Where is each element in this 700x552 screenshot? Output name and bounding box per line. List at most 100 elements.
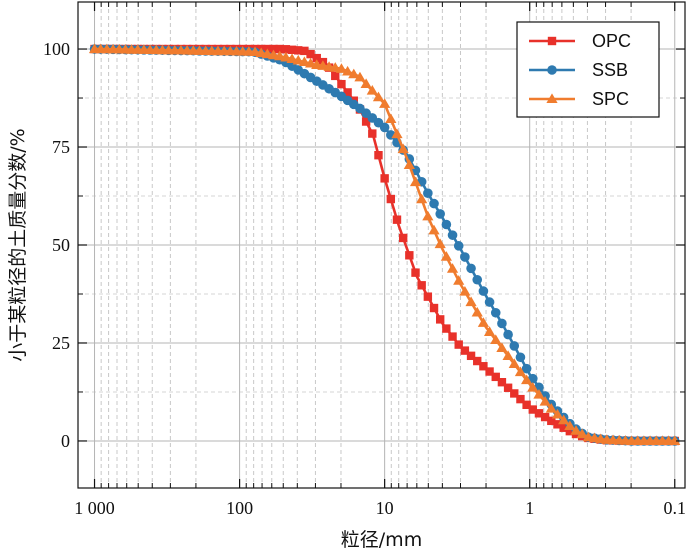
data-point xyxy=(490,334,502,344)
data-point xyxy=(448,332,457,341)
data-point xyxy=(422,210,434,221)
data-point xyxy=(516,394,525,404)
data-point xyxy=(281,45,291,54)
x-tick-label: 1 000 xyxy=(74,498,115,518)
series-layer xyxy=(88,43,681,446)
data-point xyxy=(361,117,371,126)
data-point xyxy=(366,85,378,95)
data-point xyxy=(491,372,500,382)
data-point xyxy=(409,176,422,187)
data-point xyxy=(441,219,452,230)
data-point xyxy=(484,297,495,307)
data-point xyxy=(423,292,433,301)
data-point xyxy=(490,307,501,318)
data-point xyxy=(417,281,426,290)
data-point xyxy=(380,174,389,183)
data-point xyxy=(471,306,483,317)
data-point xyxy=(294,46,303,55)
data-point xyxy=(521,363,532,374)
legend-item-opc: OPC xyxy=(529,31,631,51)
data-point xyxy=(509,341,520,351)
data-point xyxy=(478,286,489,296)
data-point xyxy=(337,79,346,89)
y-axis-title: 小于某粒径的土质量分数/% xyxy=(7,128,29,361)
data-point xyxy=(416,193,428,204)
data-point xyxy=(447,230,458,240)
legend-label: OPC xyxy=(592,31,631,51)
y-tick-label: 0 xyxy=(61,431,70,451)
data-point xyxy=(540,412,550,422)
data-point xyxy=(397,143,409,154)
data-point xyxy=(669,435,681,445)
data-point xyxy=(503,329,513,340)
data-point xyxy=(570,425,582,435)
data-point xyxy=(528,405,537,414)
data-point xyxy=(287,45,297,54)
data-point xyxy=(497,378,507,387)
data-point xyxy=(453,241,464,251)
data-point xyxy=(434,238,446,249)
data-point xyxy=(446,263,459,273)
data-point xyxy=(483,326,496,336)
data-point xyxy=(429,303,439,313)
data-point xyxy=(576,428,588,439)
series-spc xyxy=(88,43,681,445)
data-point xyxy=(465,296,477,307)
data-point xyxy=(442,324,451,333)
data-point xyxy=(565,426,575,436)
data-point xyxy=(466,351,476,361)
data-point xyxy=(533,389,545,399)
data-point xyxy=(547,416,556,426)
data-point xyxy=(454,340,463,349)
data-point xyxy=(477,317,490,327)
data-point xyxy=(360,78,372,89)
data-point xyxy=(497,318,507,329)
data-point xyxy=(298,56,310,67)
legend-item-ssb: SSB xyxy=(529,60,628,80)
data-point xyxy=(553,420,562,429)
data-point xyxy=(473,356,482,366)
data-point xyxy=(472,274,483,285)
data-point xyxy=(503,383,513,392)
data-point xyxy=(379,122,390,133)
data-point xyxy=(269,44,278,54)
data-point xyxy=(460,252,470,262)
data-point xyxy=(374,151,383,160)
data-point xyxy=(335,63,348,73)
data-point xyxy=(466,263,476,274)
data-point xyxy=(354,71,366,82)
legend-label: SSB xyxy=(592,60,628,80)
data-point xyxy=(534,409,544,418)
data-point xyxy=(391,128,403,139)
data-point xyxy=(496,342,508,352)
data-point xyxy=(368,129,377,138)
y-tick-label: 25 xyxy=(52,333,70,353)
data-point xyxy=(539,396,551,406)
data-point xyxy=(379,98,391,108)
ticks-layer xyxy=(78,2,685,488)
data-point xyxy=(485,367,494,376)
data-point xyxy=(411,268,420,277)
x-tick-label: 10 xyxy=(376,498,394,518)
data-point xyxy=(564,420,576,430)
data-point xyxy=(331,71,340,81)
data-point xyxy=(440,251,452,261)
data-point xyxy=(342,65,354,76)
data-point xyxy=(510,389,519,398)
data-point xyxy=(551,408,564,419)
legend: OPC SSB SPC xyxy=(516,21,660,118)
data-point xyxy=(423,188,433,199)
x-tick-label: 100 xyxy=(226,498,253,518)
data-point xyxy=(385,113,397,124)
data-point xyxy=(312,53,321,63)
y-tick-label: 100 xyxy=(43,39,70,59)
data-point xyxy=(514,366,527,377)
data-point xyxy=(453,275,465,285)
legend-swatch-marker xyxy=(547,65,557,75)
data-point xyxy=(286,53,298,64)
data-point xyxy=(372,91,385,102)
data-point xyxy=(460,346,470,355)
legend-label: SPC xyxy=(592,89,629,109)
data-point xyxy=(300,46,309,56)
